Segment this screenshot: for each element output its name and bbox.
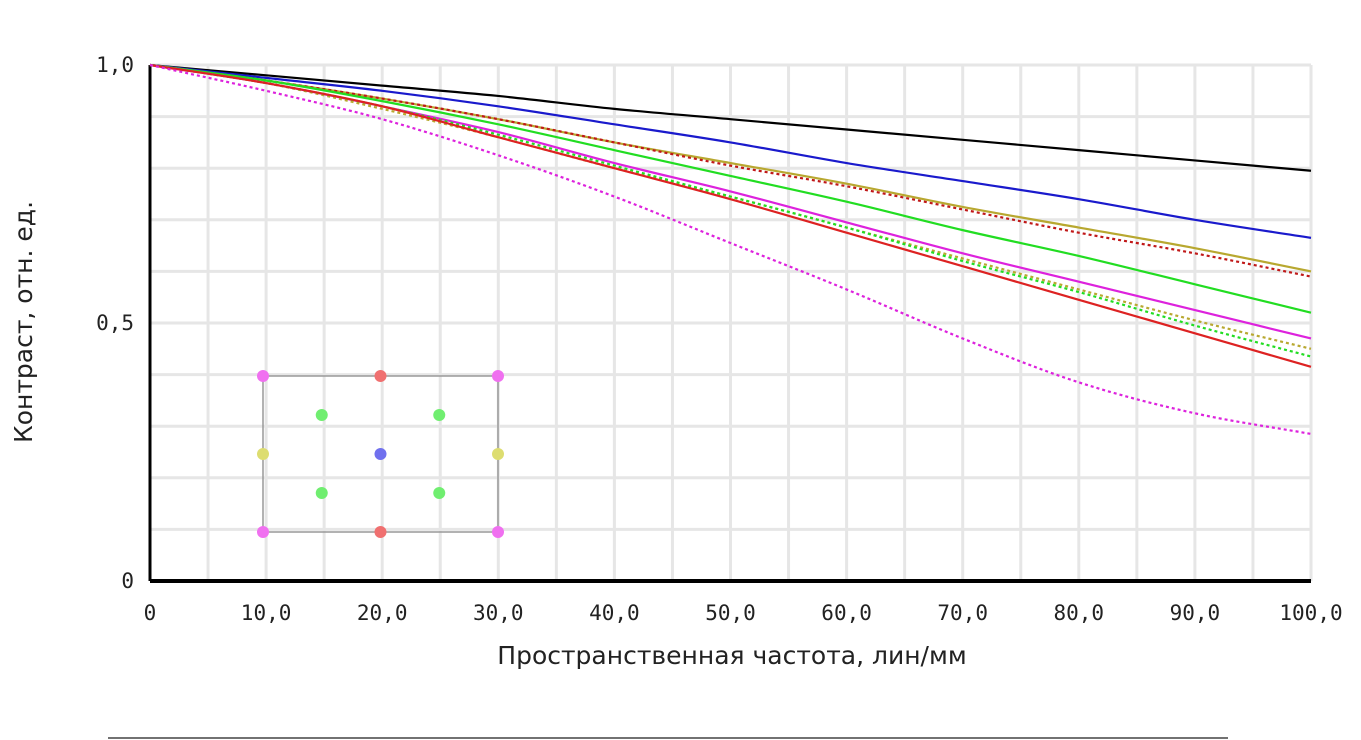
x-tick-label: 0 xyxy=(144,601,157,625)
series-line-1 xyxy=(149,63,1312,172)
field-point-3 xyxy=(492,370,504,382)
field-point-2 xyxy=(374,370,387,382)
field-point-7 xyxy=(374,448,387,460)
series-line-10 xyxy=(149,63,1312,436)
series-line-4 xyxy=(149,63,1312,278)
field-point-9 xyxy=(315,487,328,499)
field-point-4 xyxy=(315,409,328,421)
x-tick-label: 100,0 xyxy=(1279,601,1342,625)
axes xyxy=(148,65,1311,583)
x-tick-label: 50,0 xyxy=(705,601,756,625)
x-tick-label: 60,0 xyxy=(821,601,872,625)
y-tick-label: 0,5 xyxy=(96,311,134,335)
field-point-8 xyxy=(492,448,504,460)
series-line-5 xyxy=(149,63,1312,314)
field-point-1 xyxy=(257,370,269,382)
field-point-11 xyxy=(257,526,269,538)
field-point-12 xyxy=(374,526,387,538)
y-axis-label: Контраст, отн. ед. xyxy=(9,201,38,443)
y-tick-labels: 0 0,5 1,0 xyxy=(96,53,134,593)
series-line-9 xyxy=(149,63,1312,368)
series-line-2 xyxy=(149,63,1312,239)
field-point-13 xyxy=(492,526,504,538)
field-map-inset xyxy=(257,370,504,538)
x-tick-label: 70,0 xyxy=(937,601,988,625)
x-tick-label: 40,0 xyxy=(589,601,640,625)
series-group xyxy=(149,63,1312,436)
y-tick-label: 1,0 xyxy=(96,53,134,77)
x-axis-label: Пространственная частота, лин/мм xyxy=(497,641,966,670)
y-tick-label: 0 xyxy=(121,569,134,593)
field-point-5 xyxy=(433,409,446,421)
x-tick-label: 80,0 xyxy=(1054,601,1105,625)
x-tick-label: 10,0 xyxy=(241,601,292,625)
field-point-10 xyxy=(433,487,446,499)
x-tick-label: 20,0 xyxy=(357,601,408,625)
x-tick-label: 30,0 xyxy=(473,601,524,625)
field-point-6 xyxy=(257,448,269,460)
x-tick-labels: 0 10,0 20,0 30,0 40,0 50,0 60,0 70,0 80,0 90,0 100… xyxy=(144,601,1343,625)
x-tick-label: 90,0 xyxy=(1170,601,1221,625)
